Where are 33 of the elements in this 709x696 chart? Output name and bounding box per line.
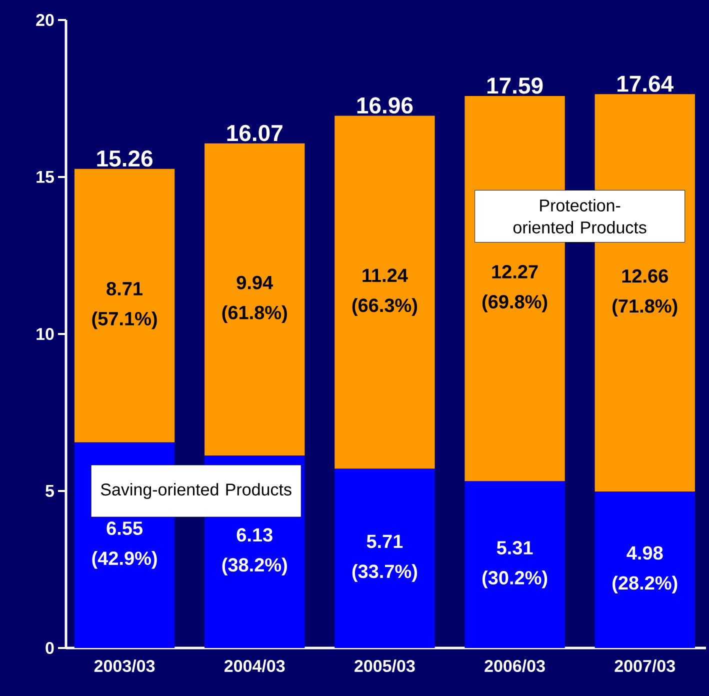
total-label: 17.59 (487, 77, 543, 94)
data-label: 6.13 (38.2%) (222, 528, 287, 576)
data-label: 9.94 (61.8%) (222, 276, 287, 324)
bar (334, 116, 435, 469)
y-tick-label: 5 (46, 485, 54, 497)
data-label: 5.71 (33.7%) (352, 534, 418, 582)
bar (594, 492, 695, 648)
data-label: 5.31 (30.2%) (482, 541, 548, 588)
bar (464, 481, 565, 648)
data-label: 4.98 (28.2%) (612, 546, 678, 594)
x-tick-label: 2006/03 (484, 660, 545, 672)
x-tick-label: 2007/03 (614, 660, 675, 672)
total-label: 16.96 (357, 97, 413, 114)
series-label: Protection-oriented Products (513, 199, 646, 234)
total-label: 15.26 (97, 150, 152, 167)
total-label: 17.64 (618, 76, 674, 92)
bar (74, 168, 175, 442)
data-label: 12.27 (69.8%) (482, 265, 548, 312)
data-label: 6.55 (42.9%) (92, 522, 157, 569)
x-tick-label: 2005/03 (354, 660, 415, 672)
y-tick-label: 0 (46, 642, 54, 654)
series-label: Saving-oriented Products (100, 483, 292, 499)
y-tick-label: 10 (36, 328, 54, 340)
x-tick-label: 2003/03 (94, 660, 155, 672)
y-tick-label: 15 (36, 171, 54, 183)
data-label: 8.71 (57.1%) (92, 282, 157, 330)
x-tick-label: 2004/03 (224, 660, 285, 672)
total-label: 16.07 (227, 124, 282, 142)
y-tick-label: 20 (36, 14, 54, 26)
bar (334, 468, 435, 648)
data-label: 11.24 (66.3%) (352, 268, 418, 316)
data-label: 12.66 (71.8%) (612, 269, 678, 316)
bar (204, 143, 305, 456)
